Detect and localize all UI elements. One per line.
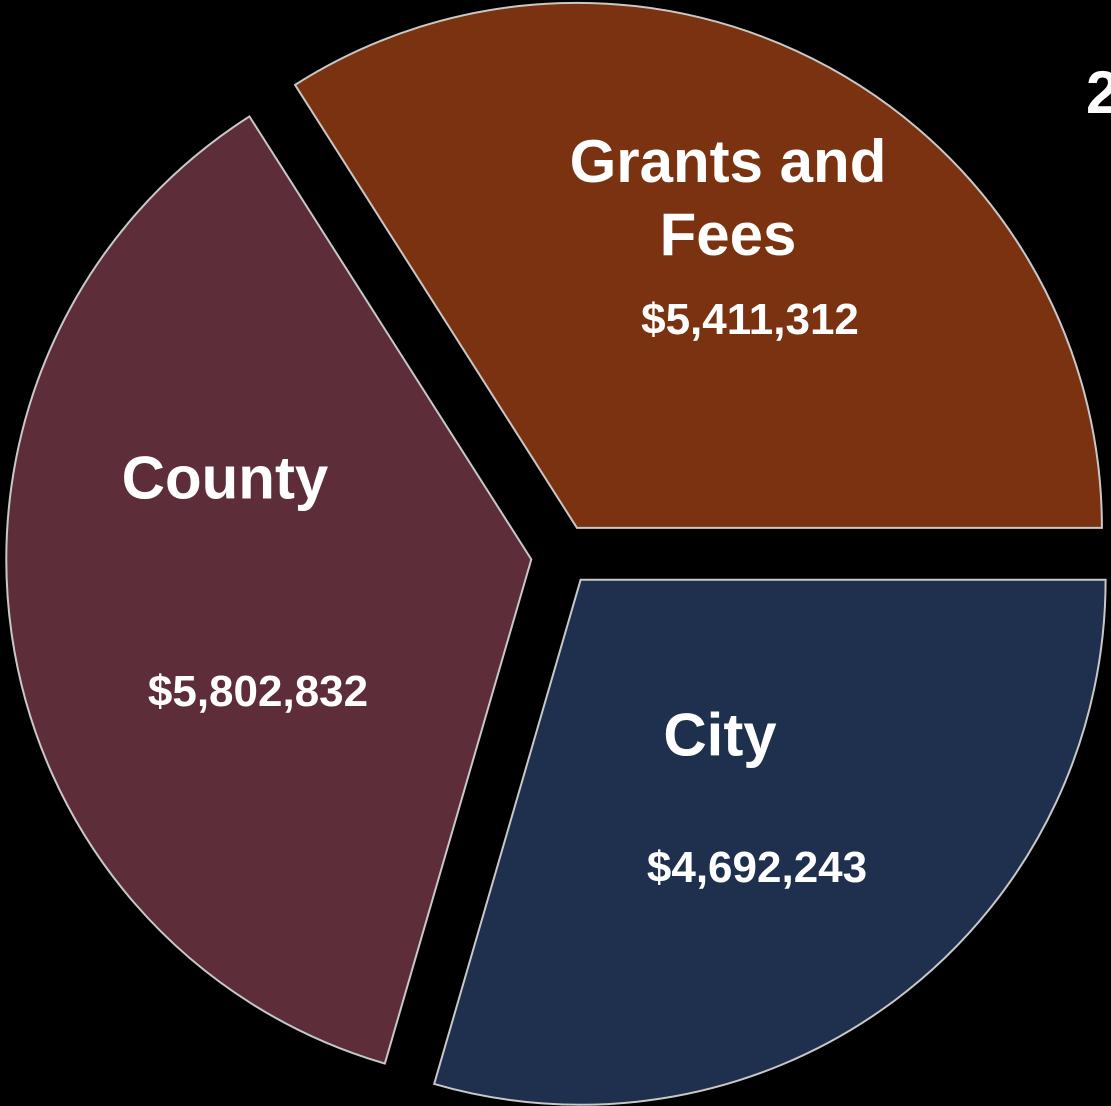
pie-slice — [5, 115, 533, 1065]
pie-slice — [432, 578, 1107, 1106]
value-label: $5,411,312 — [641, 295, 859, 345]
chart-title: 2 — [1086, 59, 1111, 126]
slice-label: Grants and Fees — [569, 127, 887, 268]
slice-label: County — [121, 444, 329, 512]
slice-label: City — [663, 701, 777, 769]
pie-slice — [293, 1, 1103, 529]
value-label: $5,802,832 — [147, 667, 369, 717]
value-label: $4,692,243 — [646, 843, 868, 893]
